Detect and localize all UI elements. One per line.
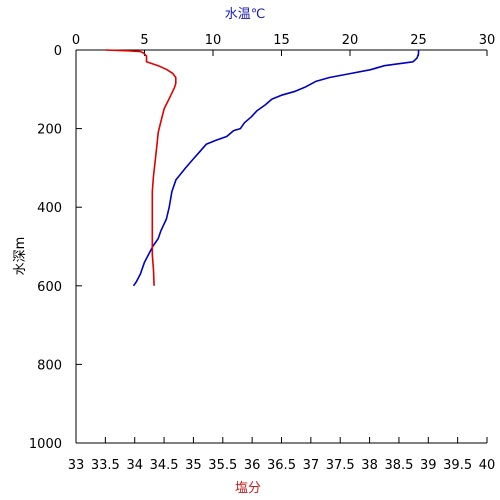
salinity-tick-label: 36.5 (267, 458, 296, 473)
depth-axis-ticks: 0 200 400 600 800 1000 (29, 44, 82, 452)
depth-tick-label: 600 (37, 280, 62, 295)
temperature-tick-label: 10 (205, 33, 222, 48)
salinity-tick-label: 38 (361, 458, 378, 473)
salinity-tick-label: 35.5 (208, 458, 237, 473)
salinity-tick-label: 39 (420, 458, 437, 473)
salinity-tick-label: 34 (126, 458, 143, 473)
temperature-tick-label: 20 (342, 33, 359, 48)
depth-tick-label: 200 (37, 123, 62, 138)
salinity-tick-label: 40 (479, 458, 496, 473)
salinity-tick-label: 36 (244, 458, 261, 473)
salinity-tick-label: 39.5 (443, 458, 472, 473)
temperature-axis-ticks: 0 5 10 15 20 25 30 (72, 33, 495, 56)
depth-tick-label: 1000 (29, 437, 62, 452)
salinity-tick-label: 37.5 (326, 458, 355, 473)
depth-axis-title: 水深m (13, 237, 28, 276)
temperature-series-line (132, 50, 420, 287)
salinity-tick-label: 33.5 (91, 458, 120, 473)
salinity-series-line (105, 49, 177, 286)
temperature-tick-label: 0 (72, 33, 80, 48)
salinity-tick-label: 33 (68, 458, 85, 473)
temperature-axis-title: 水温℃ (225, 7, 266, 22)
temperature-tick-label: 25 (410, 33, 427, 48)
salinity-tick-label: 38.5 (384, 458, 413, 473)
salinity-tick-label: 35 (185, 458, 202, 473)
salinity-tick-label: 34.5 (150, 458, 179, 473)
temperature-tick-label: 5 (140, 33, 148, 48)
salinity-tick-label: 37 (303, 458, 320, 473)
depth-tick-label: 0 (54, 44, 62, 59)
temperature-tick-label: 30 (479, 33, 496, 48)
salinity-axis-title: 塩分 (235, 481, 261, 496)
series-group (105, 49, 420, 287)
salinity-axis-ticks: 33 33.5 34 34.5 35 35.5 36 36.5 37 37.5 38 38.5 39 39… (68, 437, 496, 473)
depth-tick-label: 800 (37, 358, 62, 373)
depth-tick-label: 400 (37, 201, 62, 216)
temperature-tick-label: 15 (273, 33, 290, 48)
